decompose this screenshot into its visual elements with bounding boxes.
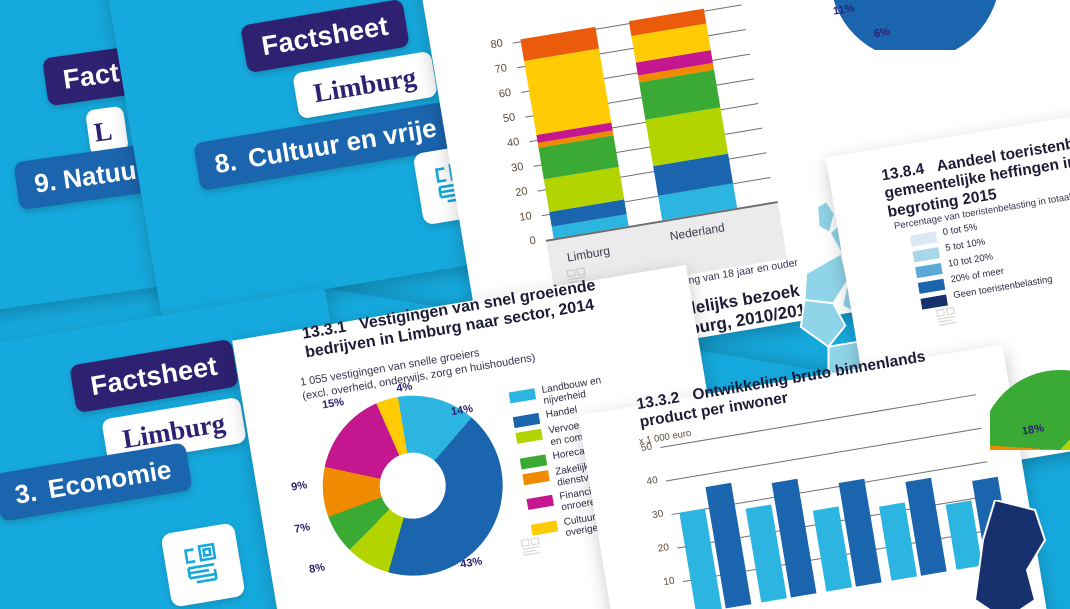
pie-top-right-shape	[830, 0, 1000, 50]
y-tick-50: 50	[502, 111, 517, 126]
navy-map-fragment	[975, 500, 1070, 609]
cover-economy-section-number: 3.	[12, 476, 39, 510]
y-tick-70: 70	[493, 62, 508, 76]
tourism-figure-group: 13.8.4 Aandeel toeristenbelasting in gem…	[850, 49, 1070, 445]
legend-label-horeca: Horeca	[551, 445, 586, 462]
gdp-y-tick-50: 50	[640, 441, 653, 455]
y-tick-40: 40	[506, 136, 521, 150]
legend-swatch-10-20	[915, 262, 943, 279]
cbs-logo-icon	[177, 539, 230, 592]
donut-label-4: 4%	[395, 380, 414, 395]
pie-chart-bottom-right	[990, 330, 1070, 450]
cover-nature-section-label: 9. Natuur	[32, 152, 149, 199]
legend-swatch-5-10	[912, 247, 941, 263]
legend-swatch-landbouw	[508, 388, 537, 404]
gdp-y-tick-40: 40	[645, 474, 659, 488]
gdp-y-tick-20: 20	[657, 542, 670, 555]
y-tick-80: 80	[489, 37, 504, 52]
cover-nature-factsheet-label: Fact	[61, 56, 122, 95]
legend-swatch-horeca	[519, 454, 548, 470]
cover-nature-region-label: L	[91, 114, 114, 148]
cover-culture-section-number: 8.	[212, 145, 239, 179]
legend-swatch-vervoer	[515, 429, 543, 445]
legend-swatch-financiele	[526, 494, 554, 511]
gdp-y-tick-30: 30	[651, 508, 665, 522]
cbs-watermark-icon	[934, 305, 960, 333]
donut-label-9: 9%	[290, 479, 309, 494]
legend-swatch-handel	[512, 413, 541, 429]
gridline	[665, 427, 982, 482]
stack-seg-limburg-7	[523, 48, 612, 136]
y-tick-10: 10	[518, 209, 533, 224]
pie-top-right-label-6: 6%	[873, 25, 891, 41]
cbs-watermark-icon	[565, 266, 590, 289]
legend-label-5-10: 5 tot 10%	[944, 236, 987, 254]
donut-label-43: 43%	[459, 555, 484, 571]
pie-chart-top-right	[830, 0, 1000, 50]
legend-label-handel: Handel	[545, 404, 579, 422]
legend-swatch-20-plus	[917, 278, 946, 294]
donut-label-7: 7%	[293, 521, 312, 536]
legend-swatch-0-5	[909, 231, 938, 247]
y-tick-60: 60	[497, 86, 513, 101]
economy-figure-group: 13.3.1 Vestigingen van snel groeiende be…	[262, 224, 782, 609]
cbs-watermark-icon	[519, 535, 545, 563]
y-tick-20: 20	[514, 185, 529, 200]
gdp-y-tick-10: 10	[662, 575, 676, 589]
donut-label-8: 8%	[308, 561, 326, 576]
y-tick-30: 30	[510, 160, 525, 175]
legend-swatch-zakelijke	[522, 469, 550, 486]
stacked-bar-chart-culture: 0 10 20 30 40 50 60 70 80 Limburg Nederl…	[388, 0, 1070, 374]
cover-culture-region-label: Limburg	[311, 61, 419, 108]
donut-label-15: 15%	[321, 395, 345, 412]
legend-label-0-5: 0 tot 5%	[941, 221, 979, 239]
pie-bottom-right-shape	[990, 370, 1070, 450]
cover-economy-logo-tile	[160, 522, 246, 608]
legend-swatch-cultuur	[530, 519, 559, 536]
